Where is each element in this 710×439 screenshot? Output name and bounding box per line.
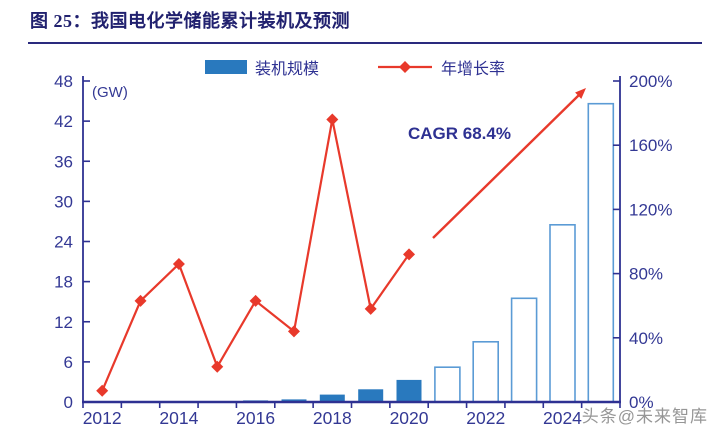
- bar-2023: [510, 297, 538, 403]
- trend-arrow-head: [575, 88, 586, 99]
- left-tick-label-18: 18: [54, 273, 73, 292]
- growth-marker-2012: [96, 384, 109, 397]
- chart-legend: 装机规模 年增长率: [0, 56, 710, 78]
- bar-series-swatch: [204, 60, 247, 74]
- right-tick-label-0%: 0%: [629, 393, 654, 412]
- growth-line: [101, 119, 410, 392]
- growth-marker-2019: [364, 302, 377, 315]
- bar-2020: [396, 379, 422, 402]
- bar-2022: [472, 340, 500, 403]
- bar-2019: [358, 389, 384, 402]
- legend-bar-label: 装机规模: [254, 61, 319, 78]
- bar-2018: [319, 394, 345, 402]
- year-label-2016: 2016: [236, 408, 275, 428]
- left-tick-label-42: 42: [54, 112, 73, 131]
- bar-2021: [434, 366, 461, 403]
- growth-marker-2015: [211, 360, 224, 373]
- title-underline: [28, 42, 702, 44]
- right-tick-label-80%: 80%: [629, 265, 663, 284]
- watermark-text: 头条@未来智库: [581, 407, 708, 426]
- left-tick-label-48: 48: [54, 72, 73, 91]
- year-label-2020: 2020: [390, 408, 429, 428]
- left-tick-label-0: 0: [64, 393, 73, 412]
- right-tick-label-160%: 160%: [629, 136, 672, 155]
- cagr-annotation: CAGR 68.4%: [408, 124, 511, 143]
- left-tick-label-24: 24: [54, 233, 73, 252]
- legend-item-growth-rate: 年增长率: [377, 55, 505, 79]
- year-label-2018: 2018: [313, 408, 352, 428]
- left-tick-label-36: 36: [54, 152, 73, 171]
- bar-2025: [587, 102, 615, 403]
- growth-marker-2016: [249, 294, 262, 307]
- growth-marker-2018: [326, 113, 339, 126]
- left-tick-label-12: 12: [54, 313, 73, 332]
- line-series-sample-icon: [378, 61, 432, 73]
- figure-title: 图 25：我国电化学储能累计装机及预测: [30, 11, 350, 31]
- year-label-2024: 2024: [543, 408, 582, 428]
- left-axis-unit-label: (GW): [92, 84, 128, 101]
- year-label-2014: 2014: [159, 408, 198, 428]
- right-tick-label-120%: 120%: [629, 200, 672, 219]
- legend-line-label: 年增长率: [441, 61, 506, 78]
- right-tick-label-200%: 200%: [629, 72, 672, 91]
- growth-marker-2013: [134, 294, 147, 307]
- growth-marker-2014: [172, 257, 185, 270]
- bar-2017: [281, 399, 307, 402]
- legend-item-installed-capacity: 装机规模: [204, 55, 319, 79]
- year-label-2012: 2012: [83, 408, 122, 428]
- growth-marker-2017: [287, 325, 300, 338]
- bar-2024: [549, 224, 576, 403]
- left-tick-label-30: 30: [54, 192, 73, 211]
- left-tick-label-6: 6: [64, 353, 73, 372]
- year-label-2022: 2022: [466, 408, 505, 428]
- growth-marker-2020: [403, 248, 416, 261]
- right-tick-label-40%: 40%: [629, 329, 663, 348]
- trend-arrow-shaft: [432, 94, 580, 239]
